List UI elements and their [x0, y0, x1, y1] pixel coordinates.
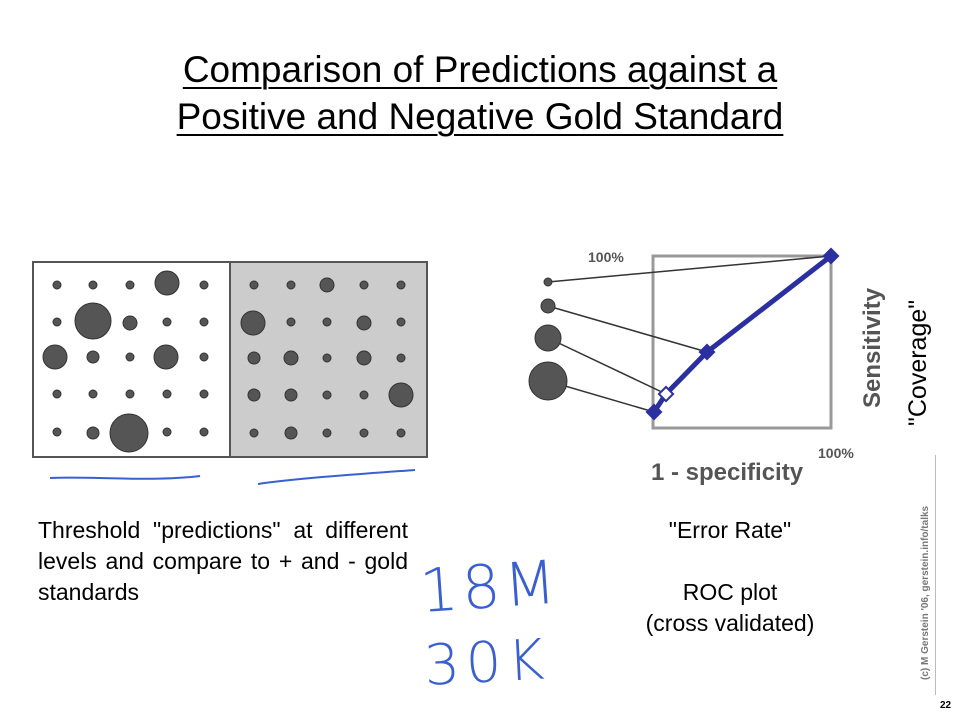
prediction-dot [247, 351, 261, 365]
prediction-dot [125, 352, 135, 362]
prediction-dot [283, 350, 299, 366]
handwritten-30k: 30K [423, 627, 552, 699]
roc-point [822, 247, 840, 265]
threshold-circle [540, 298, 556, 314]
prediction-dot [154, 270, 180, 296]
prediction-dot [286, 317, 296, 327]
prediction-dot [74, 302, 112, 340]
prediction-dot [125, 280, 135, 290]
prediction-dot [88, 389, 98, 399]
prediction-dot [388, 382, 414, 408]
threshold-connector [547, 337, 667, 395]
prediction-dot [322, 428, 332, 438]
prediction-dot [162, 427, 172, 437]
roc-label-100-right: 100% [818, 445, 854, 461]
roc-ylabel: Sensitivity [859, 287, 886, 408]
gold-standard-grid [32, 261, 428, 458]
prediction-dot [396, 280, 406, 290]
prediction-dot [162, 317, 172, 327]
prediction-dot [356, 315, 372, 331]
prediction-dot [52, 317, 62, 327]
prediction-dot [247, 388, 261, 402]
prediction-dot [199, 427, 209, 437]
page-number: 22 [940, 700, 952, 711]
threshold-circle [534, 324, 562, 352]
roc-xlabel: 1 - specificity [651, 459, 804, 486]
threshold-circle [543, 277, 553, 287]
caption-left: Threshold "predictions" at different lev… [38, 517, 408, 605]
prediction-dot [199, 352, 209, 362]
title-line-2: Positive and Negative Gold Standard [176, 96, 784, 137]
threshold-connector [547, 305, 708, 353]
prediction-dot [319, 277, 335, 293]
handwritten-underline-left [49, 475, 201, 480]
caption-roc-plot: ROC plot [682, 579, 778, 605]
prediction-dot [240, 310, 266, 336]
roc-point-open [657, 385, 675, 403]
prediction-dot [86, 350, 100, 364]
prediction-dot [52, 389, 62, 399]
prediction-dot [153, 344, 179, 370]
prediction-dot [396, 428, 406, 438]
prediction-dot [42, 344, 68, 370]
prediction-dot [52, 280, 62, 290]
prediction-dot [249, 428, 259, 438]
prediction-dot [249, 280, 259, 290]
handwritten-underline-right [257, 469, 416, 485]
roc-point [645, 403, 663, 421]
roc-point [698, 343, 716, 361]
caption-cross-validated: (cross validated) [645, 610, 815, 636]
side-divider [935, 455, 936, 695]
prediction-dot [88, 280, 98, 290]
prediction-dot [322, 353, 332, 363]
prediction-dot [322, 390, 332, 400]
prediction-dot [359, 390, 369, 400]
roc-curve [651, 254, 833, 414]
prediction-dot [86, 426, 100, 440]
prediction-dot [109, 413, 149, 453]
prediction-dot [199, 389, 209, 399]
prediction-dot [286, 280, 296, 290]
threshold-circle [528, 361, 568, 401]
prediction-dot [359, 428, 369, 438]
threshold-connector [547, 255, 832, 283]
credit-text: (c) M Gerstein '06, gerstein.info/talks [920, 505, 931, 680]
caption-spacer [585, 546, 875, 577]
roc-axes-box [651, 254, 833, 430]
prediction-dot [396, 317, 406, 327]
title-line-1: Comparison of Predictions against a [182, 49, 778, 90]
caption-error-rate: "Error Rate" [668, 517, 792, 543]
prediction-dot [284, 426, 298, 440]
prediction-dot [199, 317, 209, 327]
prediction-dot [284, 388, 298, 402]
prediction-dot [359, 280, 369, 290]
prediction-dot [122, 315, 138, 331]
prediction-dot [322, 317, 332, 327]
caption-right: "Error Rate" ROC plot (cross validated) [585, 515, 875, 639]
prediction-dot [199, 280, 209, 290]
prediction-dot [162, 389, 172, 399]
roc-plot: 100% 100% 1 - specificity Sensitivity "C… [528, 247, 932, 486]
prediction-dot [125, 389, 135, 399]
prediction-dot [356, 350, 372, 366]
handwritten-18m: 18M [418, 548, 563, 628]
prediction-dot [396, 353, 406, 363]
prediction-dot [52, 427, 62, 437]
coverage-label: "Coverage" [904, 300, 932, 426]
slide-title: Comparison of Predictions against a Posi… [0, 46, 960, 140]
roc-label-100-top: 100% [588, 249, 624, 265]
